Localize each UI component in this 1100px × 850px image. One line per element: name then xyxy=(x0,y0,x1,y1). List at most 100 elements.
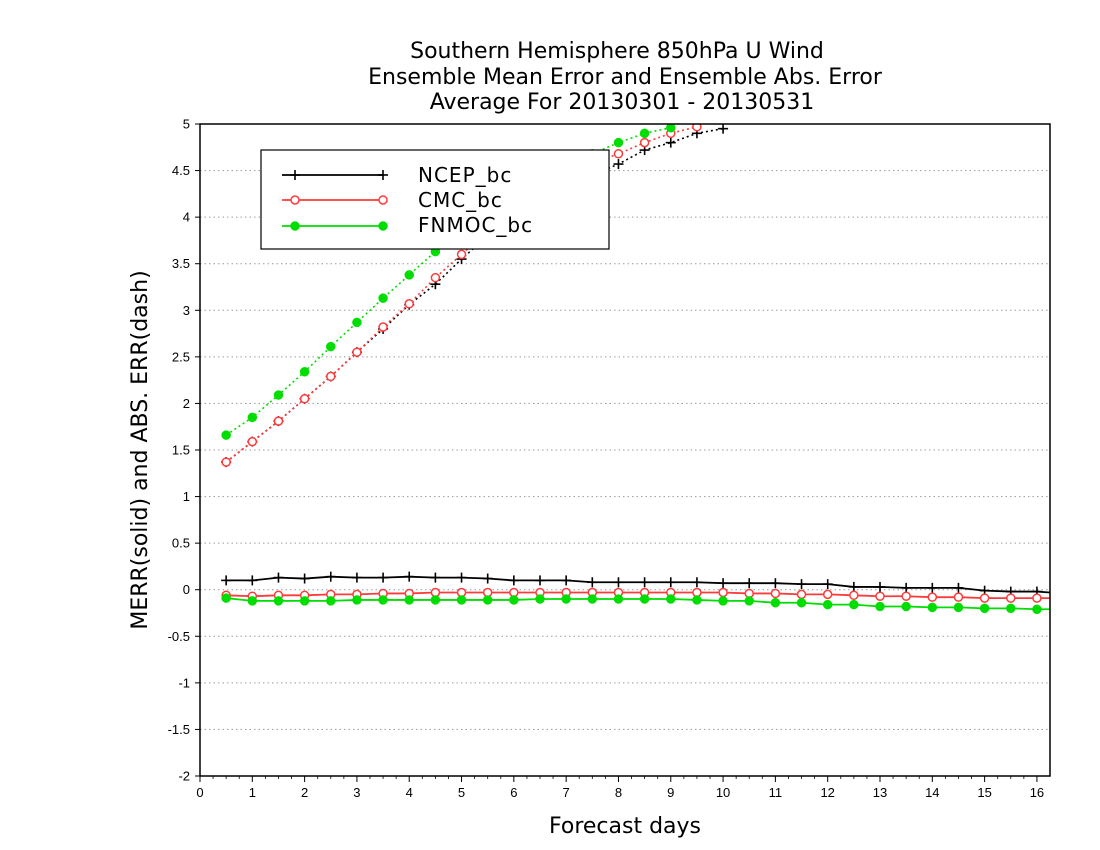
legend-marker xyxy=(378,221,388,231)
y-tick-label: 3 xyxy=(183,303,190,318)
fnmoc-bc-mean-error-point xyxy=(979,603,990,614)
ncep-bc-mean-error-point xyxy=(744,578,755,589)
ncep-bc-mean-error-point xyxy=(508,575,519,586)
cmc-bc-abs-error-point xyxy=(273,416,284,426)
fnmoc-bc-mean-error-point xyxy=(770,598,781,608)
ncep-bc-mean-error-point xyxy=(535,575,545,586)
legend-marker xyxy=(290,195,300,205)
ncep-bc-mean-error-point xyxy=(770,578,781,589)
y-tick-label: 4.5 xyxy=(172,163,190,178)
legend-marker xyxy=(378,195,388,205)
cmc-bc-mean-error-point xyxy=(1006,593,1016,603)
ncep-bc-mean-error-point xyxy=(953,582,964,593)
ncep-bc-mean-error-point xyxy=(613,577,624,588)
cmc-bc-mean-error-point xyxy=(901,591,911,601)
cmc-bc-abs-error-point xyxy=(247,436,258,447)
cmc-bc-abs-error-point xyxy=(326,371,336,382)
legend-marker xyxy=(290,170,300,180)
ncep-bc-mean-error-point xyxy=(404,571,415,582)
fnmoc-bc-mean-error-point xyxy=(247,596,258,606)
fnmoc-bc-mean-error-point xyxy=(1032,604,1042,615)
fnmoc-bc-mean-error-point xyxy=(378,595,388,605)
fnmoc-bc-mean-error-point xyxy=(901,601,911,612)
fnmoc-bc-mean-error-point xyxy=(613,594,624,604)
cmc-bc-abs-error-point xyxy=(299,394,310,404)
ncep-bc-mean-error-point xyxy=(927,582,938,593)
cmc-bc-abs-error-point xyxy=(378,322,388,332)
x-tick-label: 10 xyxy=(716,785,730,800)
fnmoc-bc-mean-error-point xyxy=(822,599,833,610)
x-tick-label: 14 xyxy=(925,785,939,800)
cmc-bc-mean-error-point xyxy=(849,590,859,601)
cmc-bc-mean-error-point xyxy=(1032,593,1042,603)
fnmoc-bc-abs-error-point xyxy=(247,412,258,423)
fnmoc-bc-mean-error-point xyxy=(326,596,336,606)
fnmoc-bc-mean-error-point xyxy=(561,594,571,604)
cmc-bc-mean-error-point xyxy=(979,593,990,603)
cmc-bc-abs-error-point xyxy=(692,124,702,132)
y-axis-label: MERR(solid) and ABS. ERR(dash) xyxy=(128,270,153,629)
cmc-bc-mean-error-point xyxy=(875,591,885,601)
fnmoc-bc-abs-error-line xyxy=(225,126,671,436)
chart-title-line-3: Average For 20130301 - 20130531 xyxy=(430,90,815,115)
fnmoc-bc-abs-error-point xyxy=(221,430,231,440)
x-axis-label: Forecast days xyxy=(549,814,701,839)
ncep-bc-mean-error-point xyxy=(587,577,598,588)
cmc-bc-mean-error-point xyxy=(953,592,964,602)
cmc-bc-abs-error-point xyxy=(639,137,650,148)
cmc-bc-abs-error-point xyxy=(404,299,414,309)
fnmoc-bc-mean-error-point xyxy=(927,602,938,613)
axis-ticks: 54.543.532.521.510.50-0.5-1-1.5-20 1 2 3 4 5 6… xyxy=(168,117,1045,801)
x-tick-label: 7 xyxy=(563,785,570,800)
fnmoc-bc-mean-error-point xyxy=(953,602,964,613)
y-tick-label: 5 xyxy=(183,117,190,132)
legend-marker xyxy=(290,221,300,231)
ncep-bc-mean-error-point xyxy=(325,571,336,582)
ncep-bc-mean-error-point xyxy=(299,573,310,584)
fnmoc-bc-mean-error-point xyxy=(456,595,467,605)
fnmoc-bc-mean-error-point xyxy=(509,595,519,605)
plot-frame xyxy=(199,123,1051,777)
ncep-bc-mean-error-point xyxy=(430,572,441,583)
ncep-bc-mean-error-point xyxy=(482,573,493,584)
y-tick-label: 0 xyxy=(183,582,190,597)
legend: NCEP_bc CMC_bc FNMOC_bc xyxy=(260,149,610,250)
chart-title-line-1: Southern Hemisphere 850hPa U Wind xyxy=(410,39,824,64)
x-tick-label: 8 xyxy=(615,785,622,800)
y-tick-label: -1 xyxy=(178,675,190,690)
ncep-bc-mean-error-point xyxy=(665,577,676,588)
x-tick-label: 1 xyxy=(249,785,256,800)
cmc-bc-mean-error-point xyxy=(718,587,728,598)
ncep-bc-mean-error-point xyxy=(822,579,833,590)
ncep-bc-mean-error-point xyxy=(796,579,807,590)
ncep-bc-mean-error-point xyxy=(718,578,729,589)
cmc-bc-mean-error-point xyxy=(927,592,938,602)
x-tick-label: 16 xyxy=(1030,785,1044,800)
x-tick-label: 2 xyxy=(301,785,308,800)
chart-title-line-2: Ensemble Mean Error and Ensemble Abs. Er… xyxy=(368,65,883,90)
fnmoc-bc-mean-error-point xyxy=(718,596,728,606)
ncep-bc-abs-error-point xyxy=(665,137,676,148)
x-tick-label: 5 xyxy=(458,785,465,800)
y-tick-label: -1.5 xyxy=(168,722,190,737)
ncep-bc-mean-error-point xyxy=(691,577,702,588)
fnmoc-bc-mean-error-point xyxy=(535,594,545,604)
fnmoc-bc-abs-error-point xyxy=(639,128,650,139)
ncep-bc-mean-error-point xyxy=(456,572,467,583)
fnmoc-bc-abs-error-point xyxy=(299,367,310,377)
ncep-bc-abs-error-point xyxy=(613,159,624,170)
ncep-bc-mean-error-point xyxy=(848,581,859,592)
y-tick-label: 3.5 xyxy=(172,256,190,271)
ncep-bc-mean-error-point xyxy=(221,575,232,586)
fnmoc-bc-mean-error-point xyxy=(692,595,702,605)
fnmoc-bc-abs-error-point xyxy=(352,317,362,328)
fnmoc-bc-mean-error-point xyxy=(221,593,231,603)
fnmoc-bc-mean-error-point xyxy=(849,599,859,610)
cmc-bc-mean-error-point xyxy=(796,589,807,600)
fnmoc-bc-mean-error-point xyxy=(744,596,754,606)
x-tick-label: 11 xyxy=(769,785,783,800)
x-tick-label: 3 xyxy=(353,785,360,800)
cmc-bc-abs-error-point xyxy=(613,149,624,159)
y-tick-label: -2 xyxy=(178,769,190,784)
